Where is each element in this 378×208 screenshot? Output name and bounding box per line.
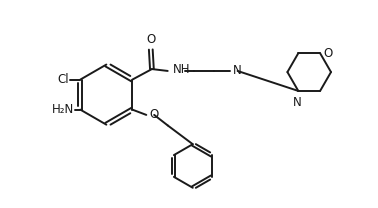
Text: Cl: Cl bbox=[58, 73, 70, 86]
Text: NH: NH bbox=[173, 63, 190, 76]
Text: N: N bbox=[233, 64, 242, 77]
Text: O: O bbox=[146, 33, 155, 46]
Text: O: O bbox=[324, 47, 333, 60]
Text: H₂N: H₂N bbox=[52, 103, 74, 116]
Text: N: N bbox=[293, 96, 302, 109]
Text: O: O bbox=[150, 108, 159, 121]
